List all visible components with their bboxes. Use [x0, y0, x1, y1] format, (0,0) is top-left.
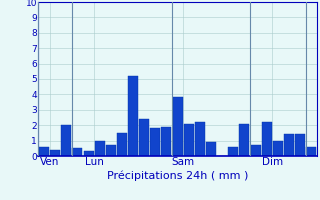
Bar	[172, 97, 183, 156]
Bar	[117, 133, 127, 156]
Bar	[106, 145, 116, 156]
Bar	[150, 128, 160, 156]
Bar	[84, 151, 93, 156]
Bar	[251, 145, 260, 156]
Bar	[284, 134, 294, 156]
Bar	[39, 147, 49, 156]
Bar	[262, 122, 272, 156]
Bar	[206, 142, 216, 156]
Bar	[195, 122, 205, 156]
Bar	[162, 127, 172, 156]
Bar	[50, 150, 60, 156]
Bar	[61, 125, 71, 156]
Bar	[95, 141, 105, 156]
Bar	[295, 134, 305, 156]
X-axis label: Précipitations 24h ( mm ): Précipitations 24h ( mm )	[107, 170, 248, 181]
Bar	[306, 147, 316, 156]
Bar	[128, 76, 138, 156]
Bar	[228, 147, 238, 156]
Bar	[184, 124, 194, 156]
Bar	[72, 148, 82, 156]
Bar	[239, 124, 249, 156]
Bar	[139, 119, 149, 156]
Bar	[273, 141, 283, 156]
